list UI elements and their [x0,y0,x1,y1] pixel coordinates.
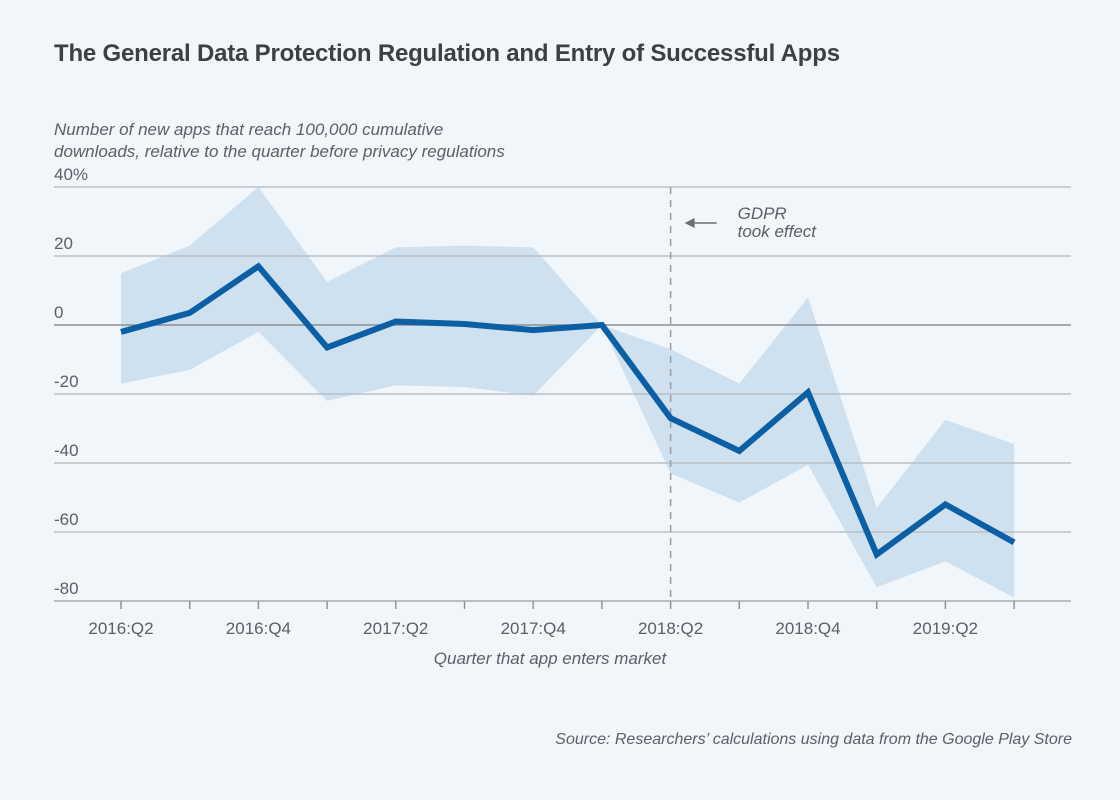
y-axis-label-line-2: downloads, relative to the quarter befor… [54,142,505,161]
y-tick-label: -40 [54,441,79,460]
estimate-line [120,262,1016,560]
annotation-text: took effect [738,222,818,241]
y-tick-label: -20 [54,372,79,391]
x-tick-label: 2016:Q2 [88,619,153,638]
confidence-band-layer [121,187,1015,598]
x-axis-label-text: Quarter that app enters market [433,649,667,668]
y-tick-label: -60 [54,510,79,529]
confidence-band [121,187,1015,598]
estimate-line-layer [120,262,1016,560]
y-axis-label-line-1: Number of new apps that reach 100,000 cu… [54,120,444,139]
y-tick-labels: 40% 20 0 -20 -40 -60 -80 [54,165,88,598]
source-note: Source: Researchers’ calculations using … [555,731,1072,748]
x-axis: 2016:Q2 2016:Q4 2017:Q2 2017:Q4 2018:Q2 2018:… [54,600,1071,638]
x-axis-label: Quarter that app enters market [0,649,1100,669]
y-tick-label: 20 [54,234,73,253]
chart-title: The General Data Protection Regulation a… [54,40,840,67]
x-tick-label: 2016:Q4 [226,619,291,638]
x-tick-label: 2018:Q2 [638,619,703,638]
x-tick-label: 2017:Q2 [363,619,428,638]
y-tick-label: 0 [54,303,63,322]
x-tick-label: 2018:Q4 [775,619,840,638]
annotation-text: GDPR [738,204,787,223]
y-tick-label: 40% [54,165,88,184]
arrow-left-icon [684,218,695,228]
x-tick-label: 2017:Q4 [501,619,566,638]
y-axis-label: Number of new apps that reach 100,000 cu… [54,119,614,163]
y-tick-label: -80 [54,579,79,598]
x-tick-label: 2019:Q2 [913,619,978,638]
